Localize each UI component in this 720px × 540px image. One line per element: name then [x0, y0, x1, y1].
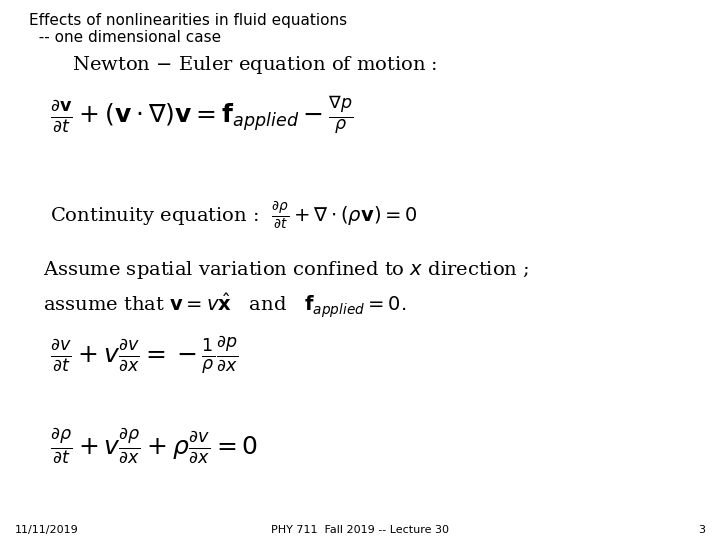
Text: 3: 3 — [698, 524, 706, 535]
Text: -- one dimensional case: -- one dimensional case — [29, 30, 221, 45]
Text: 11/11/2019: 11/11/2019 — [14, 524, 78, 535]
Text: assume that $\mathbf{v}=v\hat{\mathbf{x}}$   and   $\mathbf{f}_{applied}=0.$: assume that $\mathbf{v}=v\hat{\mathbf{x}… — [43, 292, 406, 320]
Text: $\frac{\partial \mathbf{v}}{\partial t}+(\mathbf{v}\cdot\nabla)\mathbf{v}=\mathb: $\frac{\partial \mathbf{v}}{\partial t}+… — [50, 94, 354, 137]
Text: Assume spatial variation confined to $x$ direction ;: Assume spatial variation confined to $x$… — [43, 259, 529, 281]
Text: Newton $-$ Euler equation of motion :: Newton $-$ Euler equation of motion : — [72, 54, 438, 76]
Text: PHY 711  Fall 2019 -- Lecture 30: PHY 711 Fall 2019 -- Lecture 30 — [271, 524, 449, 535]
Text: $\frac{\partial \rho}{\partial t}+v\frac{\partial \rho}{\partial x}+\rho\frac{\p: $\frac{\partial \rho}{\partial t}+v\frac… — [50, 427, 258, 466]
Text: Effects of nonlinearities in fluid equations: Effects of nonlinearities in fluid equat… — [29, 14, 347, 29]
Text: Continuity equation :  $\frac{\partial \rho}{\partial t}+\nabla\cdot(\rho\mathbf: Continuity equation : $\frac{\partial \r… — [50, 200, 418, 231]
Text: $\frac{\partial v}{\partial t}+v\frac{\partial v}{\partial x}=-\frac{1}{\rho}\fr: $\frac{\partial v}{\partial t}+v\frac{\p… — [50, 335, 239, 376]
